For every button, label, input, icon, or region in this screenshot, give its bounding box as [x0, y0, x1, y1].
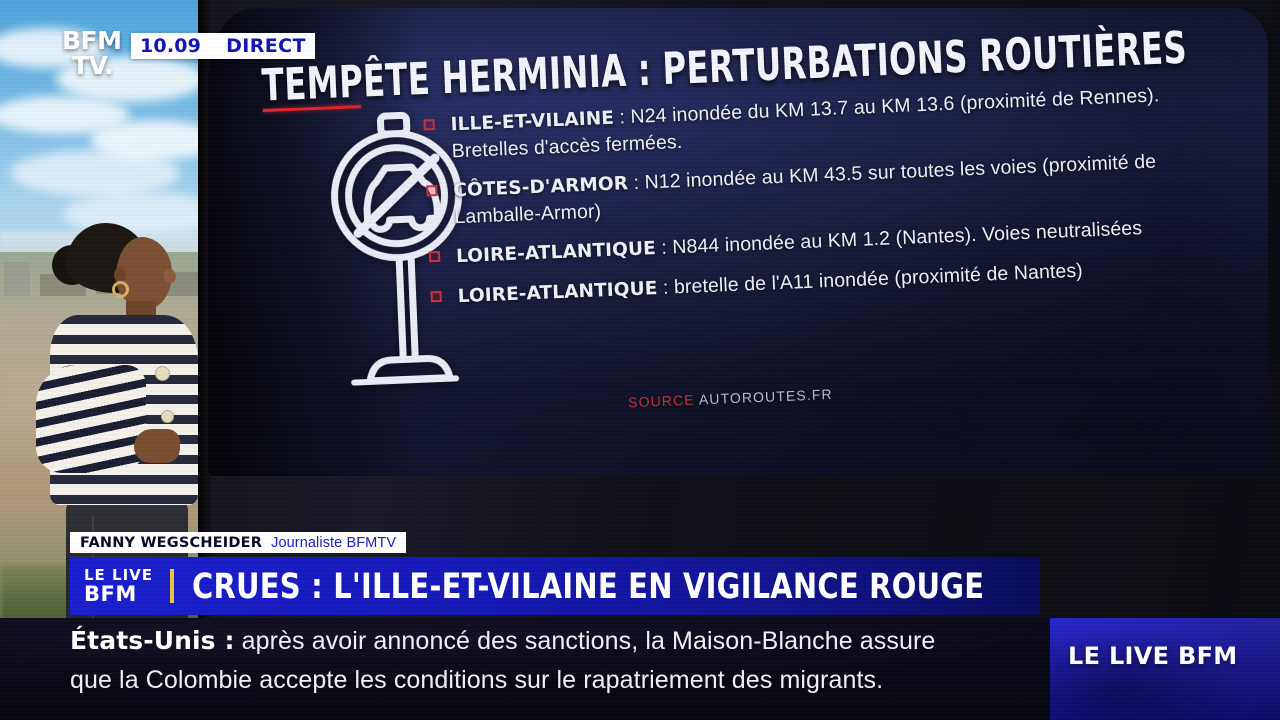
- nose: [164, 269, 176, 283]
- live-bfm-badge: LE LIVE BFM: [1050, 618, 1280, 720]
- ticker-line-2: que la Colombie accepte les conditions s…: [70, 666, 883, 695]
- region-label: LOIRE-ATLANTIQUE: [457, 278, 658, 308]
- ticker-line-1: États-Unis : après avoir annoncé des san…: [70, 626, 935, 656]
- hoop-earring: [112, 281, 129, 298]
- studio-backdrop: [0, 0, 212, 625]
- no-vehicles-road-sign-icon: [309, 104, 488, 391]
- cloud: [10, 150, 180, 196]
- ticker-background: [0, 618, 1050, 720]
- ear: [114, 267, 126, 283]
- hands: [134, 429, 180, 463]
- program-line-2: BFM: [84, 582, 137, 606]
- live-badge-shading: [1050, 618, 1280, 720]
- separator: :: [613, 106, 632, 129]
- program-line-1: LE LIVE: [84, 566, 154, 584]
- region-label: CÔTES-D'ARMOR: [452, 173, 629, 202]
- logo-line-1: BFM: [62, 26, 122, 55]
- region-label: ILLE-ET-VILAINE: [450, 107, 615, 136]
- headline-separator: [170, 569, 174, 603]
- bullet-square-icon: [428, 250, 441, 263]
- clock-time: 10.09: [140, 35, 202, 57]
- cardigan-button: [156, 367, 169, 380]
- separator: :: [627, 171, 646, 195]
- building: [4, 262, 30, 296]
- bullet-square-icon: [426, 184, 438, 197]
- bfmtv-logo: BFM TV.: [62, 28, 124, 86]
- live-badge-text: LE LIVE BFM: [1068, 642, 1238, 670]
- headline-bar: LE LIVE BFM CRUES : L'ILLE-ET-VILAINE EN…: [70, 557, 1040, 615]
- journalist-name: FANNY WEGSCHEIDER: [80, 534, 263, 551]
- arm: [36, 365, 146, 473]
- ticker-lead: États-Unis :: [70, 626, 235, 655]
- source-label: SOURCE: [627, 391, 695, 411]
- separator: :: [655, 236, 673, 260]
- source-credit: SOURCE AUTOROUTES.FR: [628, 386, 833, 410]
- journalist-role: Journaliste BFMTV: [271, 534, 397, 551]
- region-label: LOIRE-ATLANTIQUE: [455, 238, 657, 268]
- program-logo: LE LIVE BFM: [70, 567, 170, 605]
- bullet-square-icon: [430, 290, 442, 303]
- disruption-list: ILLE-ET-VILAINE : N24 inondée du KM 13.7…: [423, 80, 1231, 325]
- ticker-body-1: après avoir annoncé des sanctions, la Ma…: [234, 627, 936, 655]
- graphic-content: TEMPÊTE HERMINIA : PERTURBATIONS ROUTIÈR…: [197, 0, 1275, 473]
- clock-direct-bar: 10.09 DIRECT: [131, 33, 315, 59]
- journalist-name-bar: FANNY WEGSCHEIDER Journaliste BFMTV: [70, 532, 407, 553]
- logo-line-2: TV.: [72, 51, 114, 80]
- separator: :: [656, 276, 675, 300]
- headline-text: CRUES : L'ILLE-ET-VILAINE EN VIGILANCE R…: [192, 565, 985, 607]
- bullet-square-icon: [423, 119, 435, 131]
- source-value: AUTOROUTES.FR: [698, 385, 833, 408]
- live-badge: DIRECT: [226, 35, 306, 57]
- cardigan-button: [162, 411, 173, 422]
- news-ticker: [0, 618, 1050, 720]
- detail-text: bretelle de l'A11 inondée (proximité de …: [673, 259, 1084, 299]
- ticker-body-2: que la Colombie accepte les conditions s…: [70, 666, 884, 694]
- cloud: [56, 56, 206, 102]
- detail-text: N844 inondée au KM 1.2 (Nantes). Voies n…: [671, 217, 1143, 259]
